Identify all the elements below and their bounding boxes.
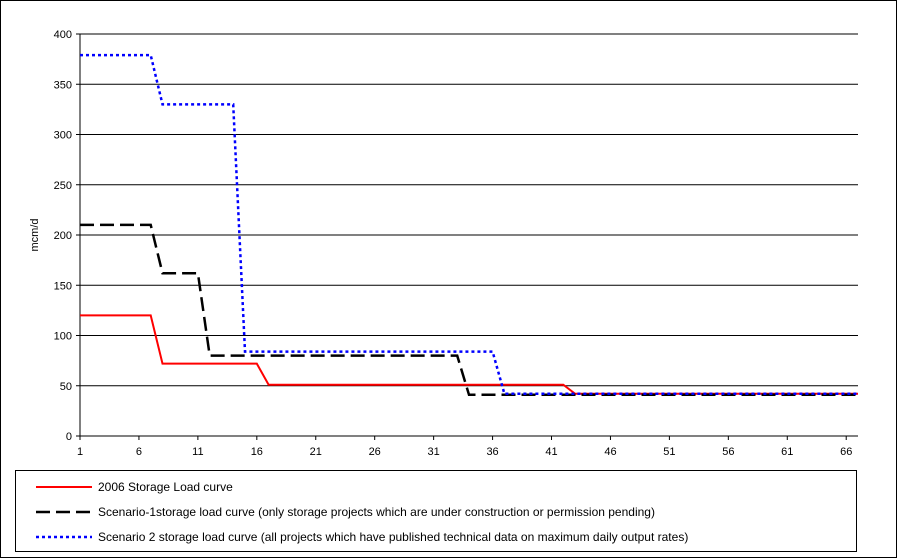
gridlines [80, 33, 858, 387]
x-tick-label: 26 [369, 446, 381, 458]
x-tick-label: 31 [428, 446, 440, 458]
series-line-2 [80, 53, 858, 396]
series-lines [80, 53, 858, 397]
y-tick-label: 350 [54, 79, 72, 91]
x-tick-labels: 1 6 11 16 21 26 31 36 41 46 51 56 61 66 [77, 436, 852, 458]
legend-label-0: 2006 Storage Load curve [98, 480, 233, 494]
x-tick-label: 51 [663, 446, 675, 458]
x-tick-label: 41 [545, 446, 557, 458]
legend-entry-2: Scenario 2 storage load curve (all proje… [16, 527, 688, 547]
legend-label-2: Scenario 2 storage load curve (all proje… [98, 530, 689, 544]
y-tick-label: 150 [54, 280, 72, 292]
series-line-0 [80, 314, 858, 395]
x-tick-label: 36 [486, 446, 498, 458]
y-axis-title: mcm/d [29, 219, 41, 252]
legend-swatch-0 [36, 486, 92, 488]
x-tick-label: 6 [136, 446, 142, 458]
legend-swatch-1 [36, 510, 92, 514]
x-tick-label: 66 [840, 446, 852, 458]
y-tick-label: 100 [54, 331, 72, 343]
x-tick-label: 16 [251, 446, 263, 458]
legend-label-1: Scenario-1storage load curve (only stora… [98, 505, 655, 519]
y-tick-label: 250 [54, 180, 72, 192]
x-tick-label: 61 [781, 446, 793, 458]
x-tick-label: 1 [77, 446, 83, 458]
y-tick-labels: 0 50 100 150 200 250 300 350 400 [54, 29, 80, 443]
y-tick-label: 0 [66, 431, 72, 443]
legend-swatch-2 [36, 535, 92, 539]
y-tick-label: 200 [54, 230, 72, 242]
x-tick-label: 11 [192, 446, 203, 458]
legend-entry-0: 2006 Storage Load curve [16, 477, 233, 497]
x-tick-label: 56 [722, 446, 734, 458]
y-tick-label: 50 [60, 381, 72, 393]
legend-entry-1: Scenario-1storage load curve (only stora… [16, 502, 655, 522]
series-line-1 [80, 223, 858, 397]
y-tick-label: 300 [54, 130, 72, 142]
x-tick-label: 46 [604, 446, 616, 458]
x-tick-label: 21 [310, 446, 322, 458]
legend: 2006 Storage Load curve Scenario-1storag… [15, 470, 857, 552]
y-tick-label: 400 [54, 29, 72, 41]
